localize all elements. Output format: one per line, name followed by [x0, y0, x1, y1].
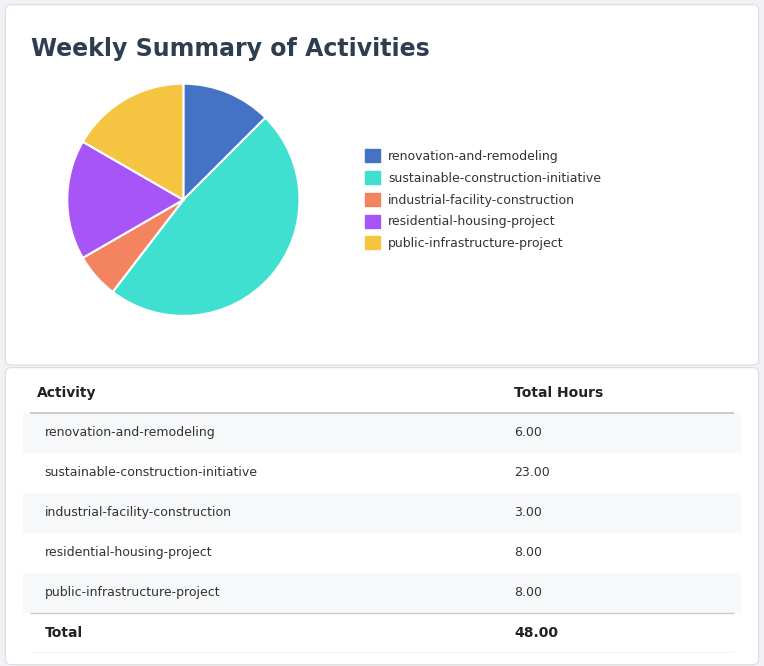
Text: public-infrastructure-project: public-infrastructure-project	[44, 586, 220, 599]
Wedge shape	[183, 84, 265, 200]
Text: 8.00: 8.00	[514, 586, 542, 599]
Wedge shape	[112, 118, 299, 316]
Text: 6.00: 6.00	[514, 426, 542, 440]
Text: residential-housing-project: residential-housing-project	[44, 546, 212, 559]
Text: renovation-and-remodeling: renovation-and-remodeling	[44, 426, 215, 440]
Text: Weekly Summary of Activities: Weekly Summary of Activities	[31, 37, 429, 61]
Bar	[23, 533, 741, 573]
Bar	[23, 573, 741, 613]
Text: 23.00: 23.00	[514, 466, 550, 480]
Text: Activity: Activity	[37, 386, 97, 400]
Wedge shape	[83, 84, 183, 200]
Text: industrial-facility-construction: industrial-facility-construction	[44, 506, 231, 519]
Legend: renovation-and-remodeling, sustainable-construction-initiative, industrial-facil: renovation-and-remodeling, sustainable-c…	[365, 149, 601, 250]
Text: sustainable-construction-initiative: sustainable-construction-initiative	[44, 466, 257, 480]
Text: 48.00: 48.00	[514, 625, 558, 640]
Bar	[23, 453, 741, 493]
Wedge shape	[83, 200, 183, 292]
Wedge shape	[67, 142, 183, 258]
Text: 8.00: 8.00	[514, 546, 542, 559]
Text: 3.00: 3.00	[514, 506, 542, 519]
Bar	[23, 493, 741, 533]
Text: Total Hours: Total Hours	[514, 386, 604, 400]
Bar	[23, 413, 741, 453]
Text: Total: Total	[44, 625, 83, 640]
